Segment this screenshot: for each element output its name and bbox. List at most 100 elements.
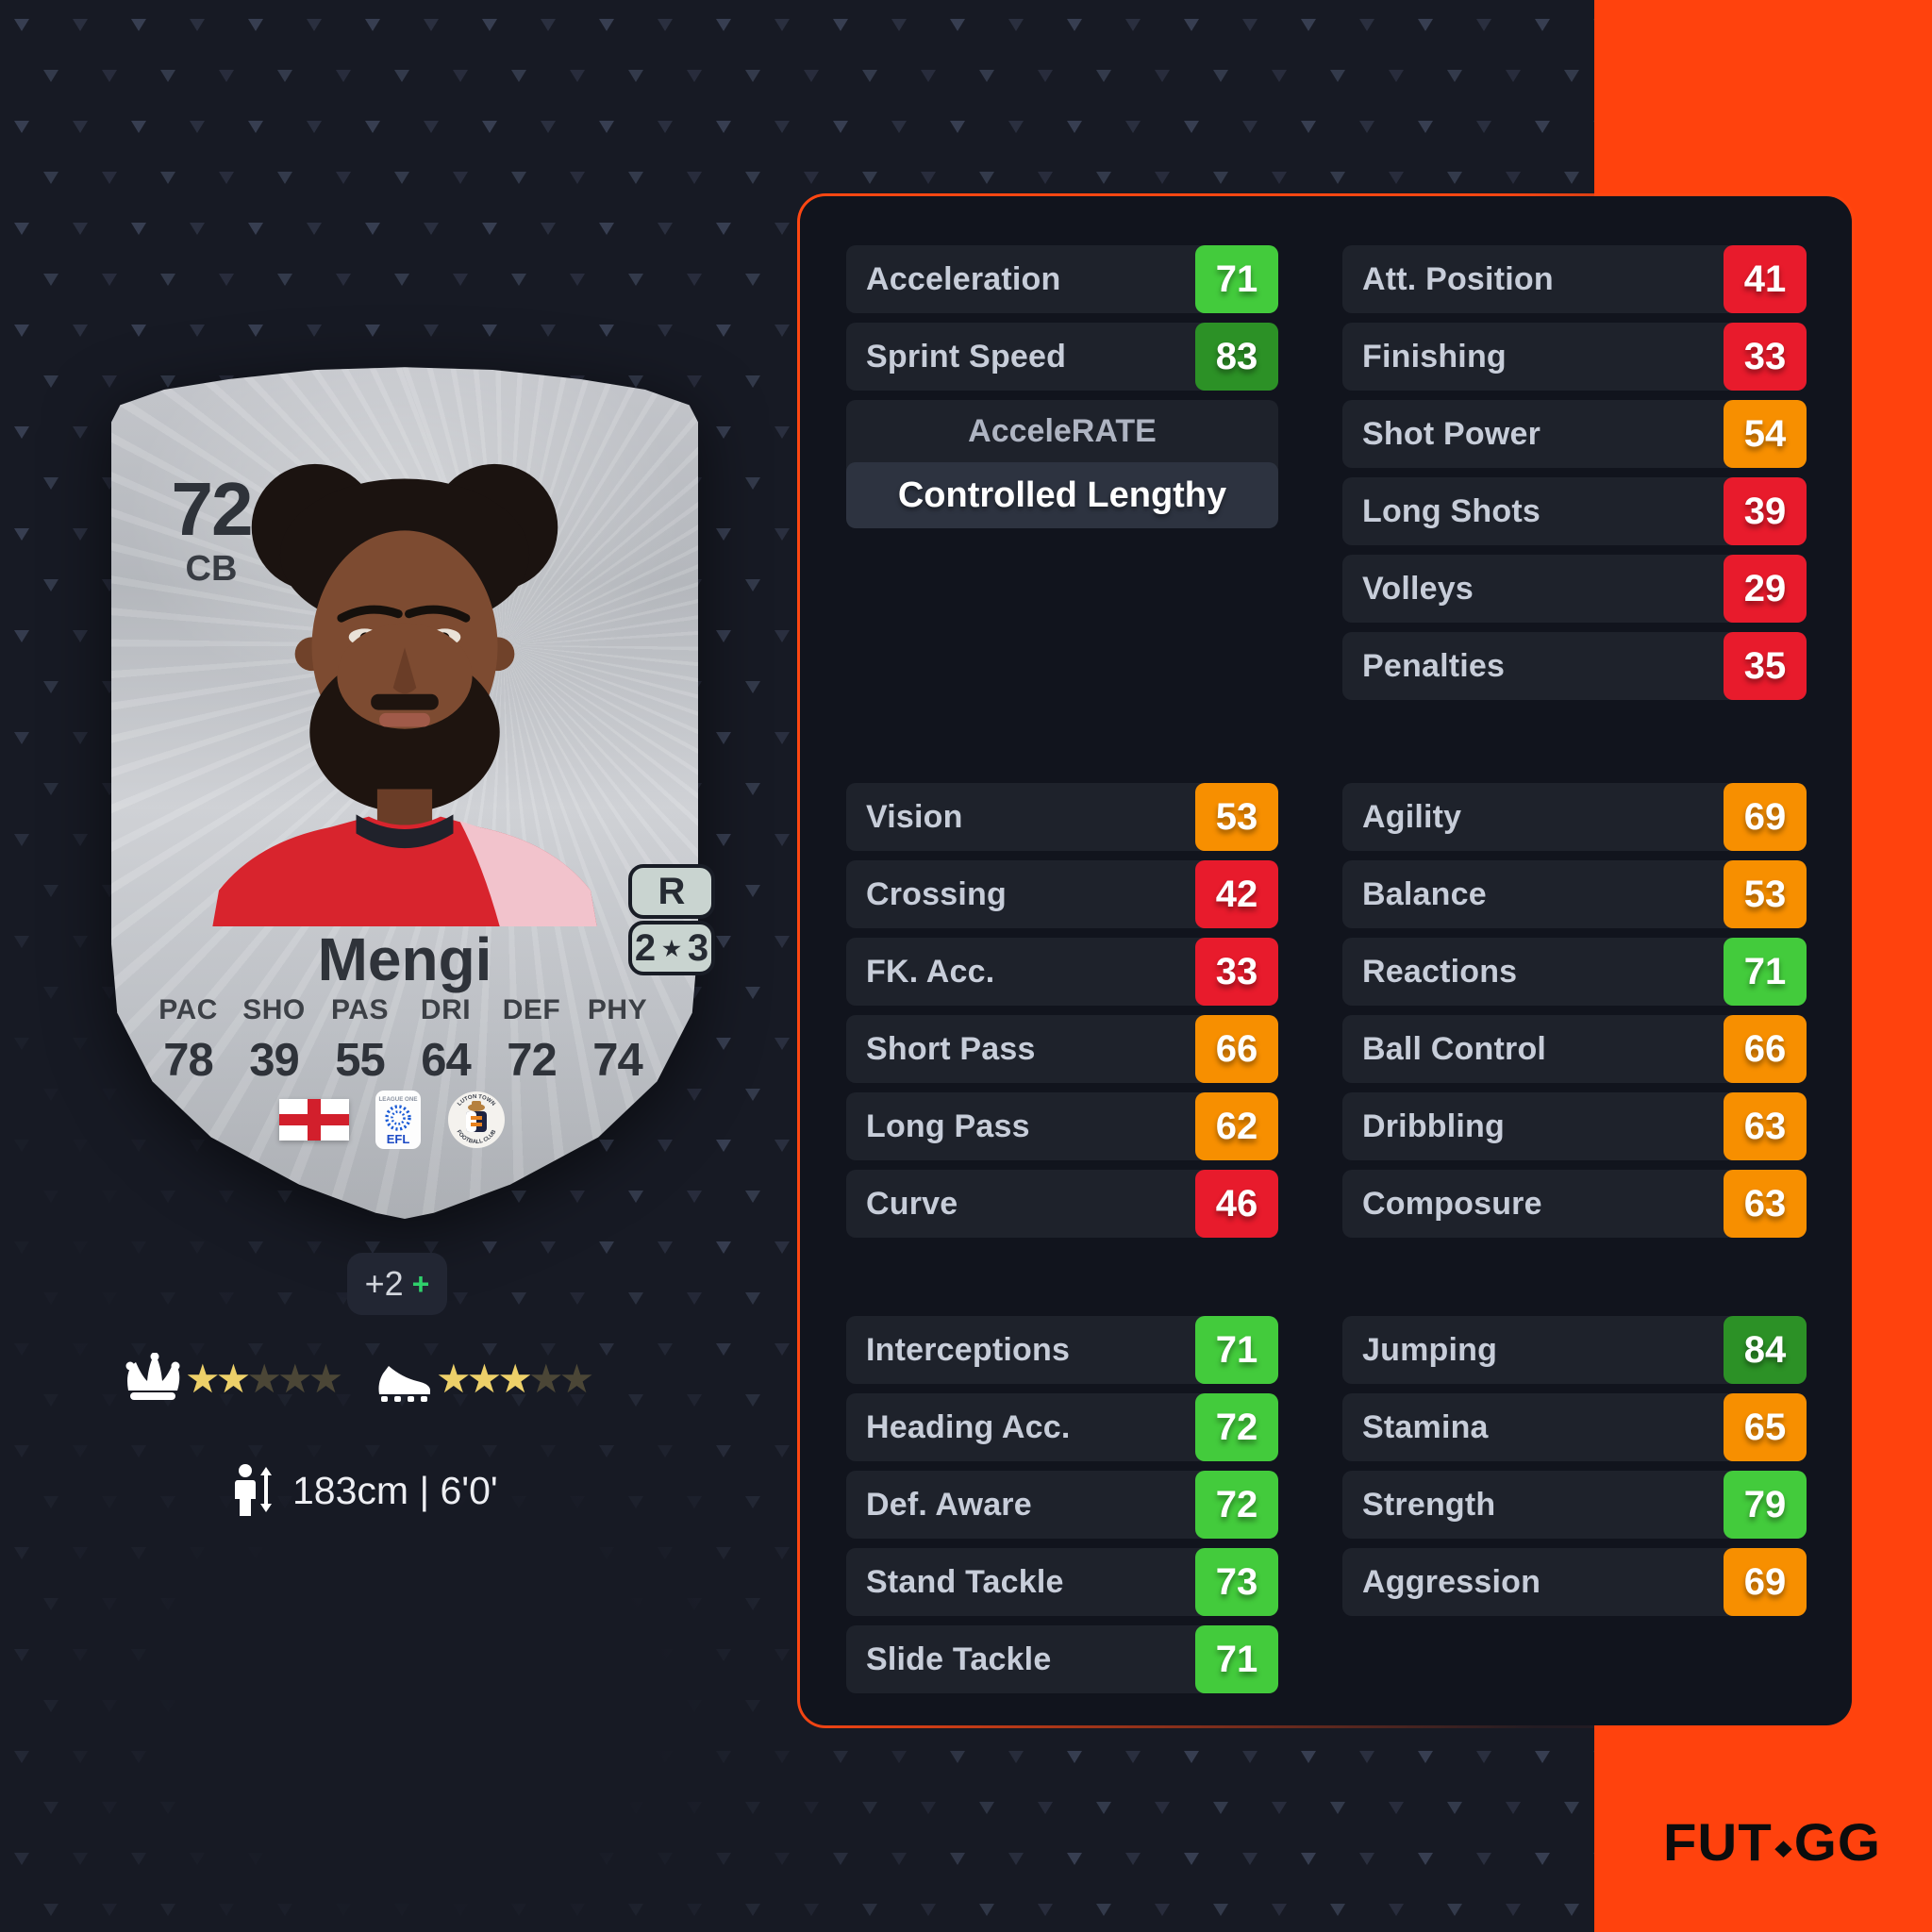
boost-value: +2	[364, 1264, 404, 1303]
boost-badge: +2 +	[347, 1253, 447, 1315]
stat-row: Dribbling 63	[1342, 1092, 1807, 1160]
stat-row: Sprint Speed 83	[846, 323, 1278, 391]
attr-dri: DRI 64	[403, 994, 489, 1087]
stat-value-badge: 72	[1195, 1471, 1278, 1539]
stat-value-badge: 63	[1724, 1170, 1807, 1238]
star-icon: ★	[527, 1357, 564, 1401]
stat-row: Slide Tackle 71	[846, 1625, 1278, 1693]
stat-label: FK. Acc.	[866, 953, 995, 990]
height-icon	[235, 1464, 272, 1516]
stat-value-badge: 63	[1724, 1092, 1807, 1160]
logo-text-left: FUT	[1663, 1813, 1773, 1873]
stat-row: Ball Control 66	[1342, 1015, 1807, 1083]
stat-row: Att. Position 41	[1342, 245, 1807, 313]
card-badges-row: LEAGUE ONE EFL LUTON TOWN FOOTBALL CLUB	[279, 1089, 530, 1151]
plus-icon: +	[411, 1266, 430, 1301]
stat-value-badge: 66	[1195, 1015, 1278, 1083]
stat-value-badge: 41	[1724, 245, 1807, 313]
weak-foot-stars: ★★★★★	[436, 1349, 594, 1409]
star-icon: ★	[276, 1357, 313, 1401]
stat-value-badge: 73	[1195, 1548, 1278, 1616]
accelerate-block: AcceleRATE Controlled Lengthy	[846, 400, 1278, 528]
stat-label: Ball Control	[1362, 1030, 1547, 1067]
star-icon: ★	[497, 1357, 533, 1401]
overall-rating: 72	[171, 467, 254, 551]
stat-label: Dribbling	[1362, 1108, 1505, 1144]
attr-sho: SHO 39	[231, 994, 317, 1087]
svg-text:LEAGUE ONE: LEAGUE ONE	[379, 1096, 418, 1103]
stat-label: Finishing	[1362, 338, 1507, 375]
star-icon: ★	[246, 1357, 282, 1401]
card-attributes-row: PAC 78 SHO 39 PAS 55 DRI 64 DEF 72	[145, 994, 660, 1087]
player-name: Mengi	[317, 925, 492, 993]
stat-row: Finishing 33	[1342, 323, 1807, 391]
height-value: 183cm | 6'0'	[292, 1468, 498, 1512]
stat-row: Composure 63	[1342, 1170, 1807, 1238]
attr-label: DRI	[420, 994, 472, 1025]
accelerate-value: Controlled Lengthy	[846, 462, 1278, 528]
stat-value-badge: 42	[1195, 860, 1278, 928]
stat-row: Agility 69	[1342, 783, 1807, 851]
stat-label: Jumping	[1362, 1331, 1498, 1368]
stat-label: Crossing	[866, 875, 1007, 912]
attr-value: 39	[249, 1035, 300, 1086]
star-icon: ★	[185, 1357, 221, 1401]
stat-value-badge: 53	[1724, 860, 1807, 928]
stat-row: Stamina 65	[1342, 1393, 1807, 1461]
player-card: 72 CB Mengi PAC 78 SHO 39 PAS 55 DRI	[111, 360, 698, 1219]
stat-group: Acceleration 71 Sprint Speed 83 AcceleRATE Co…	[846, 245, 1278, 528]
attr-def: DEF 72	[489, 994, 575, 1087]
stat-value-badge: 65	[1724, 1393, 1807, 1461]
player-position: CB	[185, 549, 238, 589]
stat-row: Stand Tackle 73	[846, 1548, 1278, 1616]
accelerate-label: AcceleRATE	[968, 412, 1157, 449]
star-icon: ★	[308, 1357, 344, 1401]
stat-label: Strength	[1362, 1486, 1496, 1523]
stat-row: FK. Acc. 33	[846, 938, 1278, 1006]
skill-moves-jester-icon	[125, 1353, 180, 1400]
attr-label: DEF	[502, 994, 561, 1025]
attr-pac: PAC 78	[145, 994, 231, 1087]
stat-value-badge: 72	[1195, 1393, 1278, 1461]
stat-label: Interceptions	[866, 1331, 1071, 1368]
skill-count: 2	[634, 926, 657, 969]
star-icon: ★	[436, 1357, 472, 1401]
stat-label: Att. Position	[1362, 260, 1554, 297]
stat-label: Short Pass	[866, 1030, 1036, 1067]
futgg-logo: FUT GG	[1663, 1812, 1881, 1873]
attr-phy: PHY 74	[575, 994, 660, 1087]
stat-value-badge: 71	[1724, 938, 1807, 1006]
skill-weakfoot-badge: 2 ★ 3	[628, 921, 715, 975]
stat-value-badge: 62	[1195, 1092, 1278, 1160]
stat-row: Heading Acc. 72	[846, 1393, 1278, 1461]
card-shield-background: 72 CB Mengi PAC 78 SHO 39 PAS 55 DRI	[111, 367, 698, 1219]
attr-label: PAS	[331, 994, 389, 1025]
attr-value: 64	[421, 1035, 472, 1086]
weakfoot-count: 3	[687, 926, 709, 969]
stat-label: Shot Power	[1362, 415, 1541, 452]
stat-label: Reactions	[1362, 953, 1518, 990]
stat-row: Jumping 84	[1342, 1316, 1807, 1384]
stat-row: Vision 53	[846, 783, 1278, 851]
star-icon: ★	[466, 1357, 503, 1401]
stat-label: Penalties	[1362, 647, 1506, 684]
svg-text:EFL: EFL	[387, 1132, 410, 1146]
stat-value-badge: 69	[1724, 1548, 1807, 1616]
stat-label: Heading Acc.	[866, 1408, 1071, 1445]
stats-panel-inner: Acceleration 71 Sprint Speed 83 AcceleRATE Co…	[800, 196, 1852, 1725]
stat-row: Aggression 69	[1342, 1548, 1807, 1616]
stats-panel: Acceleration 71 Sprint Speed 83 AcceleRATE Co…	[797, 193, 1855, 1728]
attr-value: 55	[335, 1035, 386, 1086]
stat-label: Aggression	[1362, 1563, 1541, 1600]
stat-row: Reactions 71	[1342, 938, 1807, 1006]
stat-label: Vision	[866, 798, 963, 835]
stat-value-badge: 83	[1195, 323, 1278, 391]
logo-text-right: GG	[1793, 1813, 1881, 1873]
stat-value-badge: 53	[1195, 783, 1278, 851]
stat-value-badge: 33	[1195, 938, 1278, 1006]
weak-foot-boot-icon	[378, 1366, 430, 1402]
attr-value: 74	[592, 1035, 643, 1086]
stat-group: Att. Position 41 Finishing 33 Shot Power 54 Lo…	[1342, 245, 1807, 700]
stat-value-badge: 54	[1724, 400, 1807, 468]
